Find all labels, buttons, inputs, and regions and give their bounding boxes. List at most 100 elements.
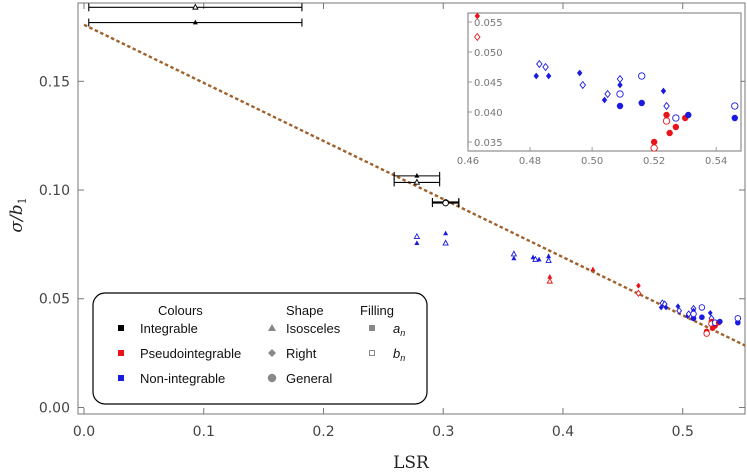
data-point-circle [650, 138, 658, 146]
data-point-diamond [663, 304, 669, 311]
legend-label-bn: bn [393, 346, 405, 363]
legend-label-right: Right [286, 346, 317, 361]
x-tick-label: 0.3 [432, 424, 454, 440]
data-point-triangle [590, 266, 596, 272]
y-tick-label: 0.10 [39, 183, 70, 199]
inset-x-tick-label: 0.46 [457, 156, 479, 167]
data-point-triangle [442, 239, 449, 246]
data-point-circle [731, 114, 738, 122]
x-tick-label: 0.0 [73, 424, 95, 440]
data-point-circle [735, 319, 741, 326]
legend-swatch-integrable [118, 325, 124, 331]
data-point-triangle [536, 256, 542, 262]
data-point-diamond [635, 289, 642, 297]
legend-items: Integrable Pseudointegrable Non-integrab… [118, 321, 405, 386]
legend-marker-general [267, 373, 277, 383]
inset-x-tick-label: 0.52 [643, 156, 665, 167]
legend-swatch-non-integrable [118, 375, 124, 381]
data-point-triangle [413, 178, 421, 185]
data-point-diamond [579, 80, 587, 90]
legend-header-colours: Colours [158, 303, 203, 318]
legend-header-filling: Filling [360, 303, 394, 318]
data-point-triangle [443, 230, 449, 236]
data-point-circle [690, 315, 697, 322]
data-point-diamond [576, 69, 583, 77]
legend-label-integrable: Integrable [140, 321, 198, 336]
inset-y-tick-label: 0.040 [474, 108, 503, 119]
inset-plot: 0.46 0.48 0.50 0.52 0.54 0.035 0.040 0.045 0.050… [457, 12, 742, 167]
x-tick-label: 0.5 [672, 424, 694, 440]
y-axis-label-sub: 1 [16, 197, 29, 204]
data-point-diamond [707, 309, 713, 316]
data-point-circle [690, 310, 697, 318]
data-point-triangle [511, 255, 517, 261]
data-point-diamond [663, 101, 670, 111]
inset-y-tick-label: 0.035 [474, 138, 503, 149]
data-point-triangle [414, 172, 420, 178]
data-point-circle [672, 114, 680, 122]
data-point-circle [734, 315, 742, 322]
inset-x-tick-label: 0.48 [519, 156, 541, 167]
legend-box [92, 292, 428, 405]
data-point-diamond [545, 72, 552, 80]
data-point-diamond [474, 32, 481, 42]
data-point-diamond [542, 62, 549, 72]
data-point-triangle [545, 256, 552, 263]
data-point-circle [699, 314, 705, 321]
legend-label-bn-sub: n [400, 353, 405, 363]
data-point-diamond [474, 12, 480, 20]
inset-data-points [474, 12, 739, 152]
data-point-triangle [413, 232, 421, 239]
inset-axis-ticks: 0.46 0.48 0.50 0.52 0.54 0.035 0.040 0.045 0.050… [457, 18, 727, 167]
legend-label-general: General [286, 371, 332, 386]
data-point-triangle [532, 255, 539, 262]
data-point-circle [650, 144, 658, 152]
data-point-circle [666, 129, 673, 137]
legend-marker-right [268, 349, 276, 357]
y-tick-label: 0.15 [39, 74, 70, 90]
data-point-circle [698, 304, 706, 311]
legend-label-an: an [393, 321, 405, 338]
y-tick-label: 0.00 [39, 400, 70, 416]
inset-y-tick-label: 0.055 [474, 18, 503, 29]
data-point-circle [703, 330, 710, 337]
data-point-triangle [546, 277, 554, 284]
x-axis-label: LSR [393, 453, 430, 473]
inset-x-tick-label: 0.50 [581, 156, 603, 167]
data-point-diamond [536, 59, 543, 69]
x-tick-label: 0.4 [552, 424, 574, 440]
plot-frame [77, 2, 746, 415]
data-point-circle [442, 199, 449, 207]
legend-label-pseudointegrable: Pseudointegrable [140, 346, 241, 361]
main-axis-ticks: 0.0 0.1 0.2 0.3 0.4 0.5 0.00 0.05 0.10 0.15 [39, 3, 745, 440]
data-point-diamond [685, 313, 690, 320]
data-point-triangle [414, 240, 420, 246]
fit-line-path [83, 23, 746, 347]
inset-y-tick-label: 0.050 [474, 48, 503, 59]
x-tick-label: 0.1 [193, 424, 215, 440]
legend-label-non-integrable: Non-integrable [140, 371, 225, 386]
data-point-circle [616, 102, 624, 110]
legend-label-an-sub: n [400, 328, 405, 338]
y-axis-label-main: σ/b [7, 204, 27, 232]
data-point-diamond [601, 96, 608, 104]
y-tick-label: 0.05 [39, 292, 70, 308]
fit-line [83, 23, 746, 347]
data-point-diamond [676, 307, 683, 315]
legend-swatch-pseudointegrable [118, 350, 124, 356]
inset-x-tick-label: 0.54 [705, 156, 727, 167]
data-point-diamond [685, 310, 692, 318]
legend-label-bn-main: b [393, 346, 400, 361]
data-point-circle [731, 102, 739, 110]
y-axis-label: σ/b1 [7, 197, 29, 232]
legend-marker-isosceles [268, 324, 276, 331]
data-point-triangle [547, 274, 553, 279]
legend-header-shape: Shape [286, 303, 324, 318]
data-point-triangle [192, 3, 199, 10]
data-point-circle [663, 111, 670, 119]
data-point-circle [638, 99, 645, 107]
data-point-diamond [636, 282, 641, 289]
data-point-diamond [533, 72, 539, 80]
legend: Colours Shape Filling Integrable Pseudoi… [92, 292, 428, 405]
data-point-circle [685, 111, 692, 119]
